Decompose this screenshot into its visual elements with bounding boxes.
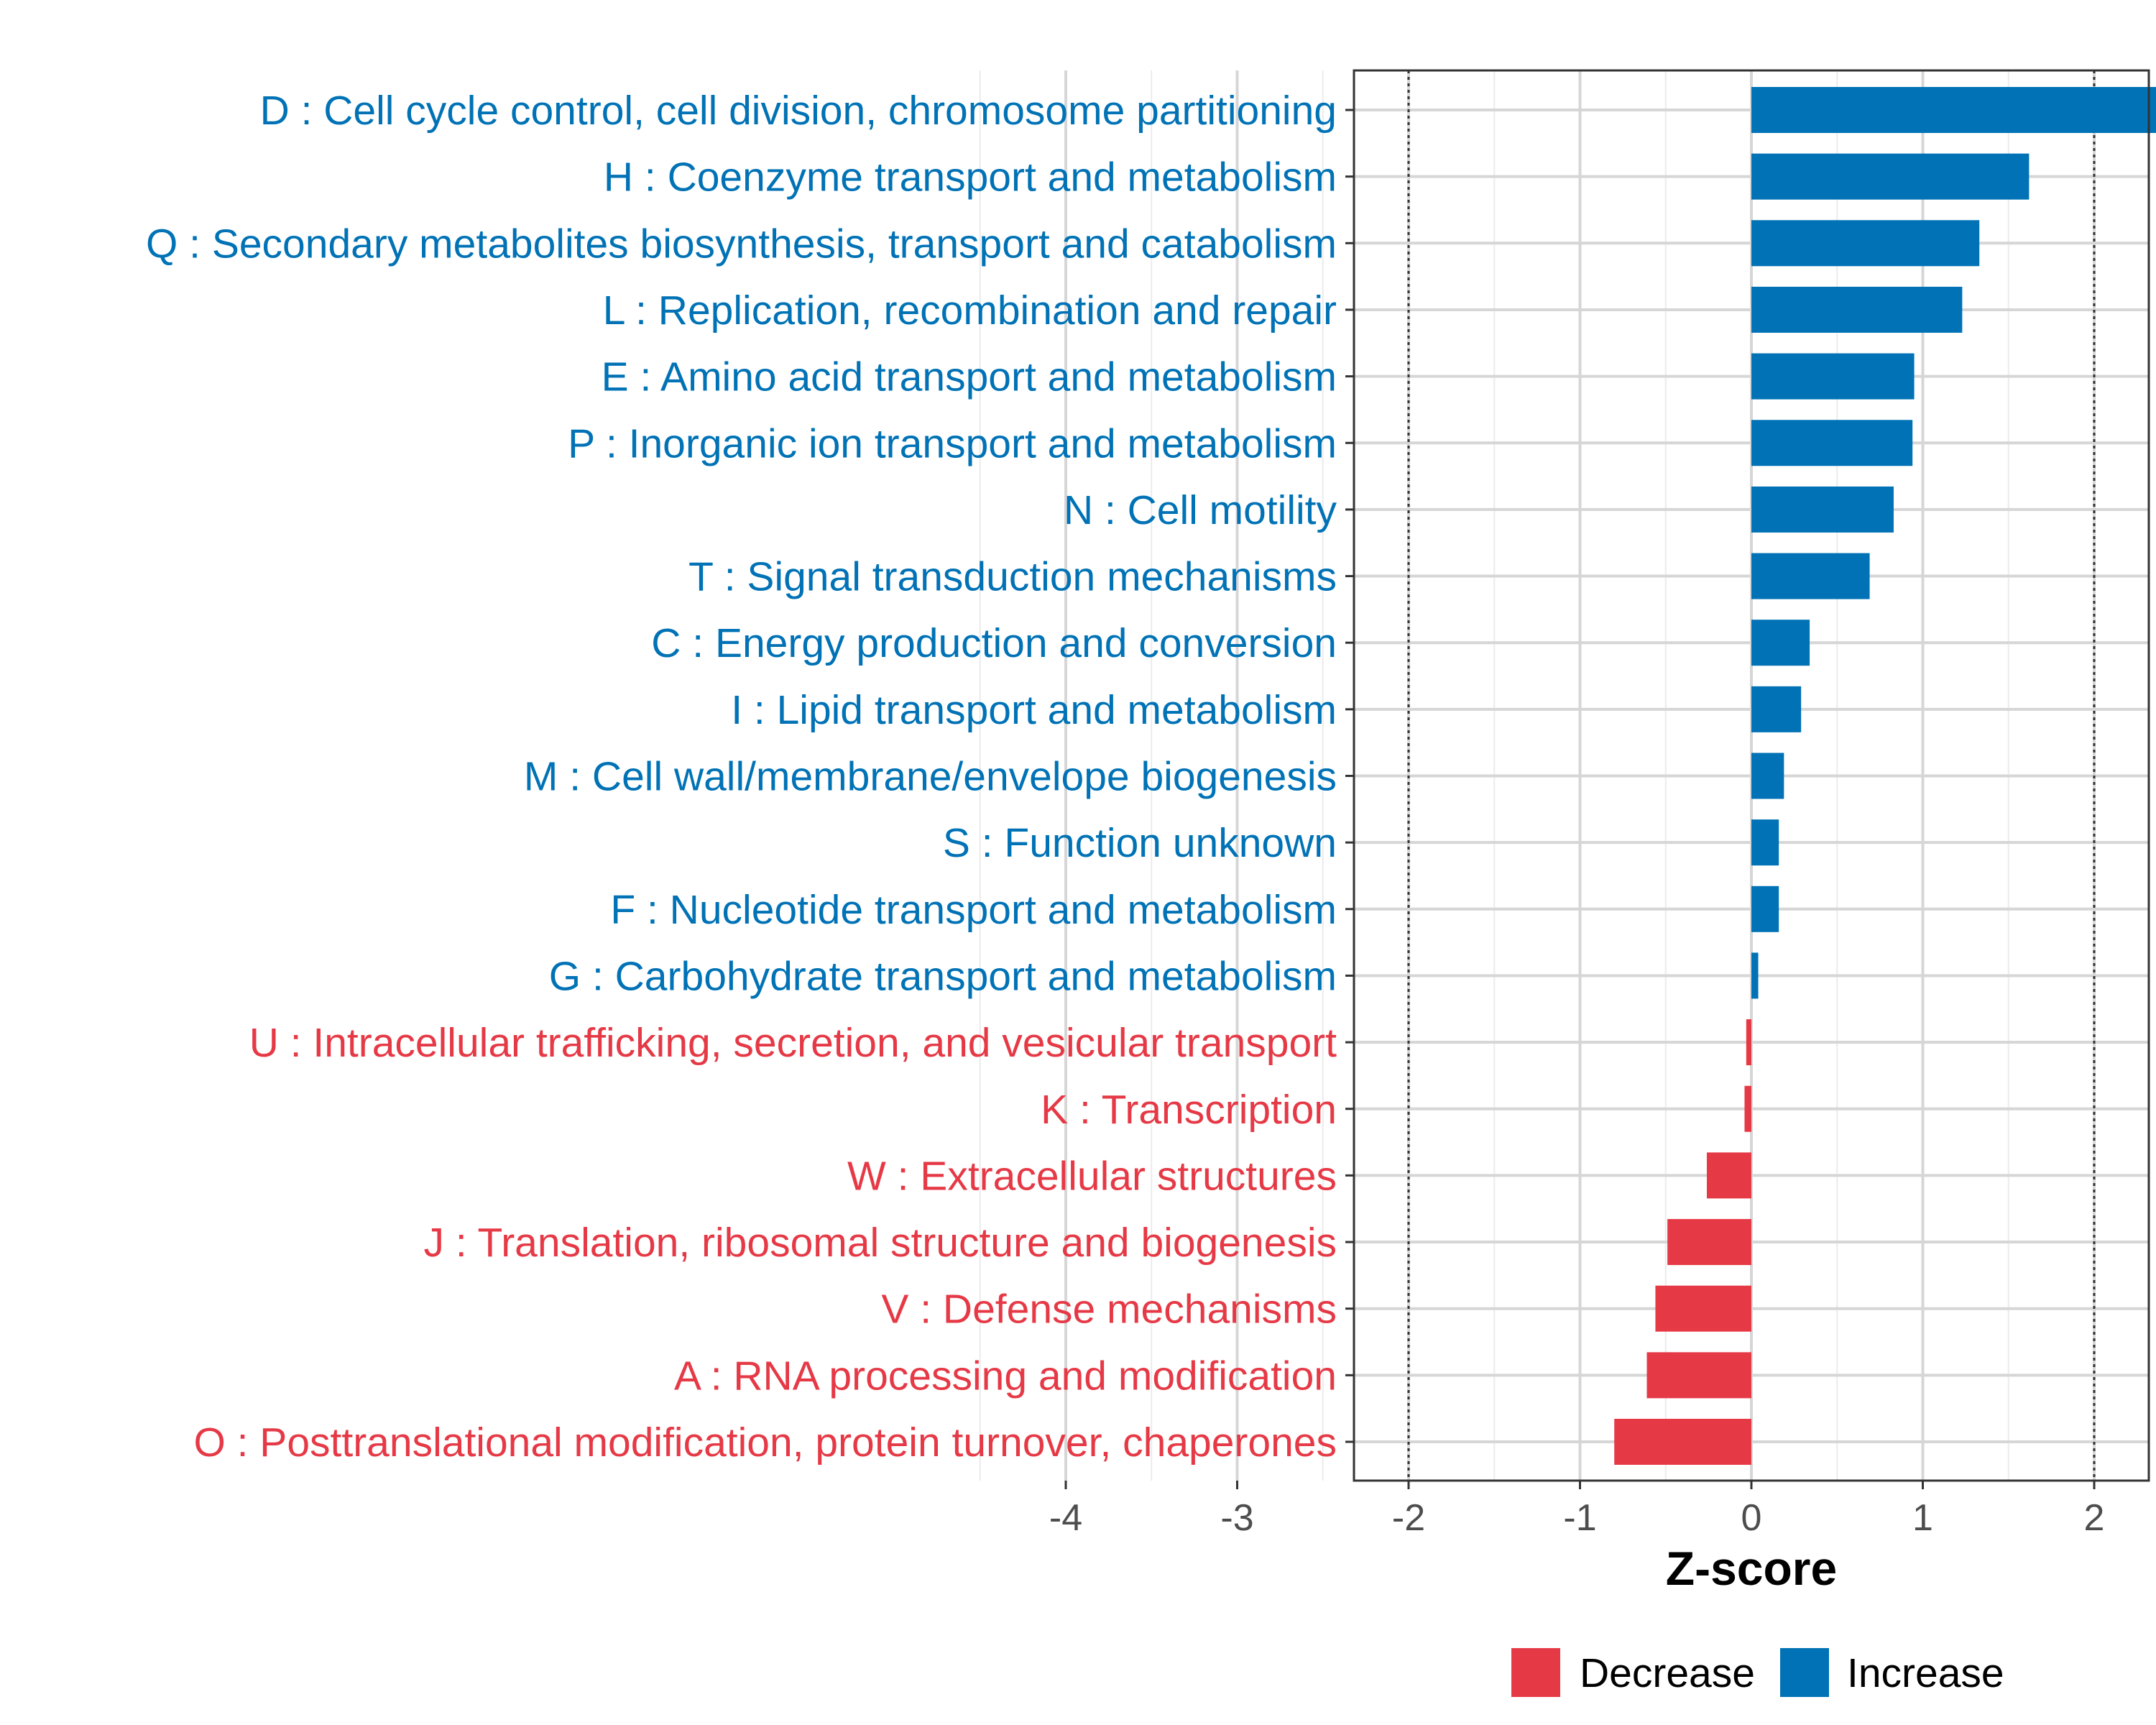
x-tick-label: -4 [1049,1497,1082,1539]
category-label: P : Inorganic ion transport and metaboli… [568,420,1337,466]
bar [1751,420,1913,466]
category-label: L : Replication, recombination and repai… [603,288,1337,334]
bars [1614,87,2156,1465]
bar [1706,1152,1751,1199]
bar [1655,1285,1751,1332]
category-label: K : Transcription [1041,1087,1337,1133]
category-label: N : Cell motility [1064,487,1337,533]
category-label: S : Function unknown [943,820,1337,866]
category-label: F : Nucleotide transport and metabolism [610,887,1337,933]
category-label: W : Extracellular structures [847,1153,1337,1199]
bar [1614,1419,1751,1465]
category-label: G : Carbohydrate transport and metabolis… [549,953,1337,999]
x-axis-ticks: -4-3-2-101234 [1049,1481,2105,1539]
x-tick-label: 2 [2084,1497,2105,1539]
x-tick-label: -3 [1220,1497,1253,1539]
category-label: E : Amino acid transport and metabolism [602,354,1337,400]
bar [1751,819,1779,866]
category-label: V : Defense mechanisms [881,1287,1337,1333]
legend: Decrease Increase [1511,1648,2004,1697]
category-label: D : Cell cycle control, cell division, c… [260,88,1337,134]
category-label: H : Coenzyme transport and metabolism [604,155,1337,201]
bar [1751,486,1894,533]
bar [1751,153,2030,200]
category-label: U : Intracellular trafficking, secretion… [249,1020,1337,1066]
category-label: O : Posttranslational modification, prot… [193,1420,1337,1466]
bar [1751,553,1870,599]
bar [1751,87,2156,133]
bar [1646,1352,1751,1399]
bar [1751,952,1759,999]
x-tick-label: 1 [1912,1497,1933,1539]
category-label: M : Cell wall/membrane/envelope biogenes… [524,754,1337,800]
bar [1751,286,1963,333]
bar [1744,1085,1751,1132]
category-labels: D : Cell cycle control, cell division, c… [146,88,1337,1466]
reference-lines [1407,70,2096,1481]
category-label: T : Signal transduction mechanisms [688,554,1337,600]
bar [1751,753,1784,799]
legend-label-decrease: Decrease [1580,1650,1755,1696]
category-label: A : RNA processing and modification [674,1353,1337,1399]
category-label: J : Translation, ribosomal structure and… [424,1220,1337,1266]
bar [1751,353,1915,400]
legend-label-increase: Increase [1847,1650,2004,1696]
x-axis-title: Z-score [1666,1542,1837,1595]
category-label: C : Energy production and conversion [651,620,1337,666]
bar [1751,686,1802,732]
x-tick-label: -1 [1563,1497,1596,1539]
bar [1746,1019,1751,1066]
y-axis-ticks [1345,109,1354,1443]
category-label: Q : Secondary metabolites biosynthesis, … [146,221,1337,267]
category-label: I : Lipid transport and metabolism [731,687,1337,733]
x-tick-label: -2 [1392,1497,1425,1539]
bar [1667,1219,1751,1266]
legend-swatch-increase [1780,1648,1829,1697]
bar [1751,620,1810,666]
bar [1751,220,1980,267]
bar [1751,886,1779,932]
legend-swatch-decrease [1511,1648,1560,1697]
x-tick-label: 0 [1741,1497,1762,1539]
